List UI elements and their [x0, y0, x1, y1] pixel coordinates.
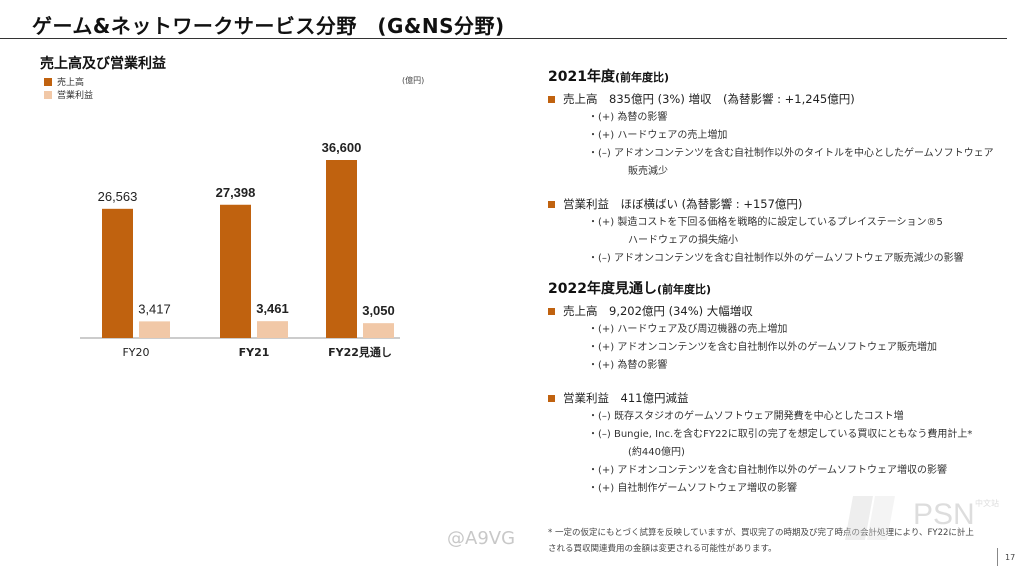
psn-watermark-logo: PSN 中文站: [845, 496, 999, 540]
factor-text: ・(+) 製造コストを下回る価格を戦略的に設定しているプレイステーション®5: [588, 217, 943, 228]
bar-sales: [220, 204, 251, 338]
list-item: ・(+) アドオンコンテンツを含む自社制作以外のゲームソフトウェア増収の影響: [548, 462, 1018, 480]
category-label: FY21: [239, 346, 270, 359]
bar-chart: 26,563 3,417 FY20 27,398 3,461 FY21 36,600 3,05…: [80, 140, 400, 359]
profit-2022-factors: ・(–) 既存スタジオのゲームソフトウェア開発費を中心としたコスト増 ・(–) …: [548, 408, 1018, 498]
factor-text: ・(+) 為替の影響: [588, 112, 668, 123]
sales-2021-factors: ・(+) 為替の影響 ・(+) ハードウェアの売上増加 ・(–) アドオンコンテ…: [548, 109, 1018, 181]
section-2022-heading: 2022年度見通し(前年度比): [548, 278, 1018, 298]
commentary-panel: 2021年度(前年度比) 売上高 835億円 (3%) 増収 (為替影響 : +…: [548, 66, 1018, 498]
sales-2022-text: 売上高 9,202億円 (34%) 大幅増収: [563, 304, 753, 318]
list-item: ・(+) 製造コストを下回る価格を戦略的に設定しているプレイステーション®5 ハー…: [548, 214, 1018, 250]
title-divider: [0, 38, 1007, 39]
list-item: ・(–) アドオンコンテンツを含む自社制作以外のゲームソフトウェア販売減少の影響: [548, 250, 1018, 268]
section-2021-heading: 2021年度(前年度比): [548, 66, 1018, 86]
list-item: ・(+) 為替の影響: [548, 109, 1018, 127]
section-2021-subtitle: (前年度比): [614, 71, 670, 84]
bullet-square-icon: [548, 200, 555, 208]
data-label-profit: 3,417: [138, 301, 171, 316]
factor-text: ・(+) ハードウェアの売上増加: [588, 130, 728, 141]
bullet-square-icon: [548, 394, 555, 402]
factor-text-continued: ハードウェアの損失縮小: [628, 235, 738, 246]
section-2021-title: 2021年度: [548, 69, 615, 85]
factor-text: ・(–) 既存スタジオのゲームソフトウェア開発費を中心としたコスト増: [588, 411, 904, 422]
sales-2021-text: 売上高 835億円 (3%) 増収 (為替影響 : +1,245億円): [563, 92, 855, 106]
page-number-divider: [997, 548, 998, 566]
legend-swatch-sales: [44, 77, 52, 86]
factor-text: ・(+) アドオンコンテンツを含む自社制作以外のゲームソフトウェア増収の影響: [588, 465, 948, 476]
legend-item-sales: 売上高: [44, 75, 93, 88]
factor-text: ・(–) アドオンコンテンツを含む自社制作以外のタイトルを中心としたゲームソフト…: [588, 148, 994, 159]
factor-text: ・(+) 為替の影響: [588, 360, 668, 371]
page-title: ゲーム&ネットワークサービス分野 (G&NS分野): [32, 14, 505, 38]
bar-profit: [139, 321, 170, 338]
psn-watermark-text: PSN: [913, 498, 975, 531]
psn-watermark-subtext: 中文站: [975, 498, 999, 508]
sales-2022: 売上高 9,202億円 (34%) 大幅増収: [548, 302, 1018, 320]
sales-2021: 売上高 835億円 (3%) 増収 (為替影響 : +1,245億円): [548, 90, 1018, 108]
footnote-line-2: される買収関連費用の金額は変更される可能性があります。: [548, 544, 777, 554]
data-label-sales: 27,398: [216, 185, 256, 200]
list-item: ・(+) アドオンコンテンツを含む自社制作以外のゲームソフトウェア販売増加: [548, 339, 1018, 357]
factor-text: ・(+) 自社制作ゲームソフトウェア増収の影響: [588, 483, 798, 494]
sales-2022-factors: ・(+) ハードウェア及び周辺機器の売上増加 ・(+) アドオンコンテンツを含む…: [548, 321, 1018, 375]
profit-2022: 営業利益 411億円減益: [548, 389, 1018, 407]
chart-legend: 売上高 営業利益: [44, 75, 93, 101]
category-label: FY22見通し: [328, 346, 392, 359]
bullet-square-icon: [548, 307, 555, 315]
bar-sales: [102, 208, 133, 338]
factor-text: ・(+) ハードウェア及び周辺機器の売上増加: [588, 324, 788, 335]
list-item: ・(–) Bungie, Inc.を含むFY22に取引の完了を想定している買収に…: [548, 426, 1018, 462]
profit-2021-text: 営業利益 ほぼ横ばい (為替影響 : +157億円): [563, 197, 803, 211]
bar-sales: [326, 160, 357, 338]
data-label-sales: 26,563: [98, 189, 138, 204]
data-label-profit: 3,050: [362, 303, 395, 318]
legend-label-sales: 売上高: [57, 78, 85, 88]
page-number: 17: [1005, 553, 1016, 562]
data-label-sales: 36,600: [322, 140, 362, 155]
factor-text-continued: 販売減少: [628, 166, 668, 177]
list-item: ・(–) 既存スタジオのゲームソフトウェア開発費を中心としたコスト増: [548, 408, 1018, 426]
list-item: ・(+) ハードウェアの売上増加: [548, 127, 1018, 145]
factor-text: ・(–) Bungie, Inc.を含むFY22に取引の完了を想定している買収に…: [588, 429, 973, 440]
chart-title: 売上高及び営業利益: [40, 56, 166, 72]
factor-text: ・(–) アドオンコンテンツを含む自社制作以外のゲームソフトウェア販売減少の影響: [588, 253, 964, 264]
list-item: ・(+) 為替の影響: [548, 357, 1018, 375]
bar-profit: [363, 323, 394, 338]
profit-2021: 営業利益 ほぼ横ばい (為替影響 : +157億円): [548, 195, 1018, 213]
category-label: FY20: [122, 346, 149, 359]
data-label-profit: 3,461: [256, 301, 289, 316]
factor-text-continued: (約440億円): [628, 447, 685, 458]
legend-swatch-profit: [44, 90, 52, 99]
bar-profit: [257, 321, 288, 338]
legend-label-profit: 営業利益: [57, 91, 94, 101]
weibo-watermark: @A9VG: [447, 528, 516, 549]
profit-2021-factors: ・(+) 製造コストを下回る価格を戦略的に設定しているプレイステーション®5 ハー…: [548, 214, 1018, 268]
bullet-square-icon: [548, 95, 555, 103]
profit-2022-text: 営業利益 411億円減益: [563, 391, 689, 405]
section-2022-subtitle: (前年度比): [656, 283, 712, 296]
footnote-line-1: * 一定の仮定にもとづく試算を反映していますが、買収完了の時期及び完了時点の会計…: [548, 528, 974, 538]
list-item: ・(+) 自社制作ゲームソフトウェア増収の影響: [548, 480, 1018, 498]
list-item: ・(–) アドオンコンテンツを含む自社制作以外のタイトルを中心としたゲームソフト…: [548, 145, 1018, 181]
factor-text: ・(+) アドオンコンテンツを含む自社制作以外のゲームソフトウェア販売増加: [588, 342, 938, 353]
section-2022-title: 2022年度見通し: [548, 281, 657, 297]
legend-item-profit: 営業利益: [44, 88, 93, 101]
unit-label: (億円): [402, 76, 425, 85]
footnote: * 一定の仮定にもとづく試算を反映していますが、買収完了の時期及び完了時点の会計…: [548, 525, 988, 557]
list-item: ・(+) ハードウェア及び周辺機器の売上増加: [548, 321, 1018, 339]
